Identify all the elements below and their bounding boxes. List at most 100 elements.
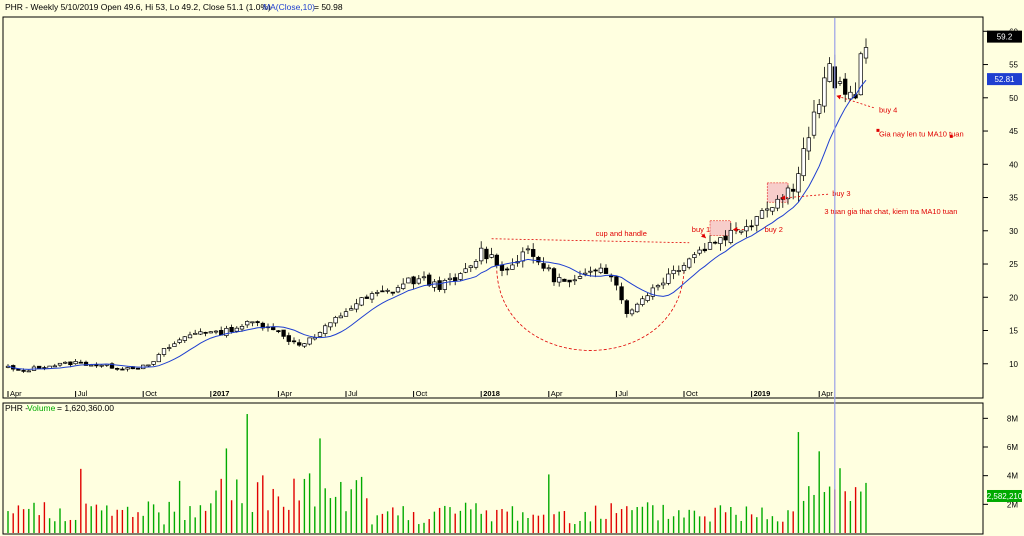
price-pane[interactable] (2, 16, 984, 399)
candle-body (671, 269, 676, 275)
candle-body (655, 285, 661, 288)
candle-body (349, 308, 354, 311)
candle-body (468, 265, 473, 268)
candle-body (447, 277, 453, 280)
candle-body (369, 293, 375, 300)
date-tick-label: 2017 (213, 389, 230, 398)
candle-body (551, 268, 557, 283)
candle-body (765, 208, 770, 211)
candle-body (380, 290, 385, 293)
candle-body (213, 330, 219, 333)
candle-body (505, 268, 510, 271)
candle-body (484, 248, 489, 260)
volume-value: = 1,620,360.00 (57, 403, 114, 413)
candle-body (499, 264, 505, 271)
annotation-buy3: buy 3 (832, 189, 850, 198)
candle-body (785, 187, 791, 200)
candle-body (224, 327, 229, 336)
price-header-text: PHR - Weekly 5/10/2019 Open 49.6, Hi 53,… (5, 2, 271, 12)
note4-marker-right (949, 134, 953, 138)
price-tick-label: 20 (1009, 293, 1018, 302)
candle-body (151, 361, 156, 365)
volume-tick-label: 8M (1007, 414, 1018, 423)
candle-body (624, 300, 629, 314)
candle-body (640, 298, 645, 305)
candle-body (489, 254, 494, 258)
buy2-arrow-head (732, 227, 738, 232)
volume-pane[interactable] (2, 402, 984, 535)
candle-body (635, 303, 640, 313)
candle-body (837, 81, 843, 84)
candle-body (775, 198, 780, 209)
candle-body (167, 347, 172, 349)
candle-body (63, 361, 68, 364)
candle-body (744, 226, 749, 232)
annotation-buy4: buy 4 (879, 105, 897, 114)
candle-body (68, 361, 73, 366)
candle-body (395, 287, 401, 293)
candle-body (317, 332, 323, 337)
candle-body (255, 321, 260, 324)
annotation-note4: Gia nay len tu MA10 tuan (879, 129, 964, 138)
value-tag-volume-label: 2,582,210 (987, 492, 1023, 501)
candle-body (629, 309, 635, 315)
price-tick-label: 30 (1009, 227, 1018, 236)
price-tick-label: 45 (1009, 127, 1018, 136)
candle-body (156, 354, 161, 363)
candle-body (177, 339, 182, 343)
date-tick-label: Apr (551, 389, 563, 398)
candle-body (187, 334, 193, 339)
candle-body (120, 368, 125, 371)
candle-body (739, 230, 744, 233)
candle-body (286, 335, 291, 342)
candle-body (229, 327, 234, 332)
candle-body (297, 342, 302, 346)
price-tick-label: 25 (1009, 260, 1018, 269)
date-tick-label: Apr (280, 389, 292, 398)
value-tag-price-label: 59.2 (997, 33, 1013, 42)
buy1-arrow-head (701, 233, 706, 239)
annotation-buy1: buy 1 (692, 225, 710, 234)
candle-body (78, 361, 83, 364)
candle-body (37, 365, 42, 369)
cup-rim-line (491, 238, 690, 244)
candle-body (863, 47, 869, 59)
candle-body (338, 315, 343, 319)
price-tick-label: 50 (1009, 94, 1018, 103)
candle-body (94, 364, 99, 367)
buy4-arrow-head (836, 94, 842, 100)
candle-body (245, 321, 250, 326)
candle-body (759, 210, 765, 219)
candle-body (692, 254, 697, 258)
candle-body (109, 363, 115, 369)
candle-body (135, 367, 141, 370)
candle-body (21, 370, 26, 372)
candle-body (16, 368, 21, 371)
date-tick-label: Oct (416, 389, 429, 398)
candle-body (614, 276, 619, 286)
volume-label: Volume (27, 403, 56, 413)
value-tag-volume (987, 489, 1022, 502)
note4-marker-left (876, 128, 880, 132)
date-tick-label: 2019 (754, 389, 771, 398)
candle-body (427, 274, 432, 286)
candle-body (198, 331, 203, 335)
date-tick-label: Oct (145, 389, 158, 398)
candle-body (328, 322, 333, 328)
candle-body (588, 270, 593, 273)
value-tag-ma-label: 52.81 (994, 75, 1015, 84)
candle-body (754, 216, 759, 226)
candle-body (619, 286, 624, 301)
candle-body (583, 272, 588, 275)
candle-body (770, 207, 775, 212)
candle-body (276, 330, 281, 333)
candle-body (728, 229, 733, 243)
candle-body (791, 188, 796, 192)
annotation-note3: 3 tuan gia that chat, kiem tra MA10 tuan (824, 207, 957, 216)
candle-body (172, 343, 177, 347)
candle-body (848, 91, 853, 100)
candle-body (375, 292, 380, 294)
candle-body (531, 249, 536, 257)
candle-body (146, 364, 151, 367)
